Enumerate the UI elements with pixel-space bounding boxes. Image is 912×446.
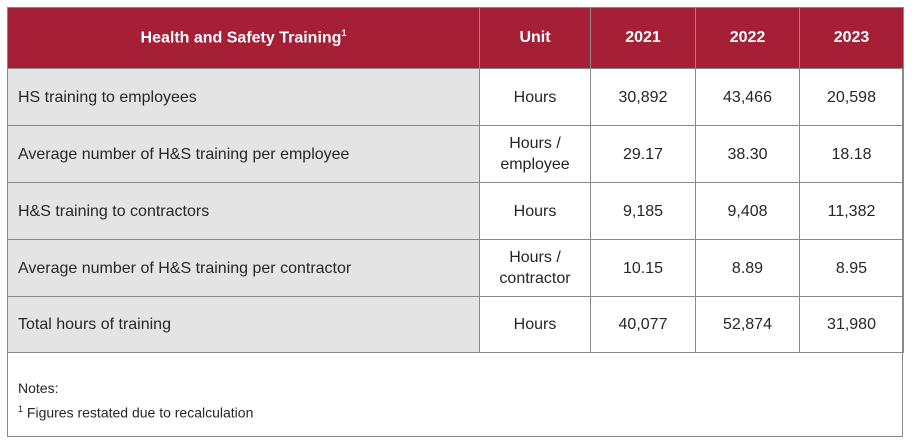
table-row: Total hours of training Hours 40,077 52,… <box>7 296 904 353</box>
row-value-2022: 9,408 <box>695 182 800 240</box>
header-year-2022: 2022 <box>695 7 800 69</box>
table-row: Average number of H&S training per emplo… <box>7 125 904 183</box>
table-row: HS training to employees Hours 30,892 43… <box>7 68 904 126</box>
notes-title: Notes: <box>18 380 59 396</box>
header-footnote-marker: 1 <box>341 28 347 39</box>
row-unit: Hours <box>479 296 591 353</box>
row-unit: Hours / contractor <box>479 239 591 297</box>
row-value-2021: 9,185 <box>590 182 696 240</box>
row-label: Average number of H&S training per emplo… <box>7 125 480 183</box>
table-header-row: Health and Safety Training1 Unit 2021 20… <box>7 7 904 69</box>
row-value-2023: 20,598 <box>799 68 904 126</box>
row-label: H&S training to contractors <box>7 182 480 240</box>
header-metric: Health and Safety Training1 <box>7 7 480 69</box>
row-label: HS training to employees <box>7 68 480 126</box>
health-safety-training-table: Health and Safety Training1 Unit 2021 20… <box>7 7 904 353</box>
header-year-2021: 2021 <box>590 7 696 69</box>
row-value-2023: 11,382 <box>799 182 904 240</box>
row-value-2023: 31,980 <box>799 296 904 353</box>
header-unit: Unit <box>479 7 591 69</box>
row-value-2022: 43,466 <box>695 68 800 126</box>
row-value-2023: 18.18 <box>799 125 904 183</box>
row-label: Average number of H&S training per contr… <box>7 239 480 297</box>
row-value-2021: 29.17 <box>590 125 696 183</box>
row-value-2021: 30,892 <box>590 68 696 126</box>
note-text: Figures restated due to recalculation <box>26 404 254 421</box>
training-table-frame: Health and Safety Training1 Unit 2021 20… <box>7 7 904 437</box>
header-year-2023: 2023 <box>799 7 904 69</box>
row-unit: Hours <box>479 182 591 240</box>
note-item: 1 Figures restated due to recalculation <box>18 399 253 424</box>
note-marker: 1 <box>18 404 24 414</box>
table-row: Average number of H&S training per contr… <box>7 239 904 297</box>
notes-section: Notes: 1 Figures restated due to recalcu… <box>18 378 253 424</box>
row-value-2022: 8.89 <box>695 239 800 297</box>
row-unit: Hours <box>479 68 591 126</box>
row-value-2021: 10.15 <box>590 239 696 297</box>
row-value-2021: 40,077 <box>590 296 696 353</box>
row-value-2022: 38.30 <box>695 125 800 183</box>
row-value-2023: 8.95 <box>799 239 904 297</box>
row-value-2022: 52,874 <box>695 296 800 353</box>
row-unit: Hours / employee <box>479 125 591 183</box>
row-label: Total hours of training <box>7 296 480 353</box>
table-row: H&S training to contractors Hours 9,185 … <box>7 182 904 240</box>
